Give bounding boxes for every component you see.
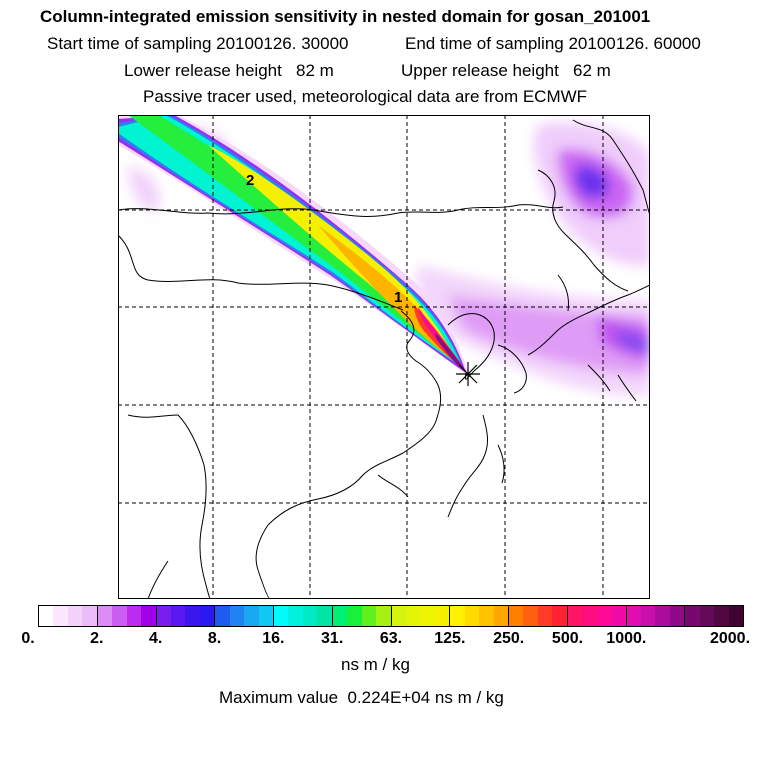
colorbar-segment <box>39 606 98 626</box>
colorbar-swatch <box>376 606 391 626</box>
colorbar-swatch <box>611 606 626 626</box>
colorbar-swatch <box>391 606 406 626</box>
colorbar-swatch <box>67 606 83 626</box>
colorbar-swatch <box>141 606 156 626</box>
colorbar-swatch <box>728 606 743 626</box>
colorbar-swatch <box>215 606 230 626</box>
colorbar-swatch <box>420 606 435 626</box>
colorbar-segment <box>274 606 333 626</box>
colorbar-swatch <box>685 606 700 626</box>
colorbar-tick-label: 4. <box>148 630 163 647</box>
colorbar-swatch <box>434 606 450 626</box>
colorbar-swatch <box>479 606 494 626</box>
maximum-value-label: Maximum value 0.224E+04 ns m / kg <box>219 688 504 707</box>
colorbar-segment <box>332 606 392 626</box>
colorbar-swatch <box>509 606 524 626</box>
colorbar-swatch <box>112 606 127 626</box>
colorbar-swatch <box>582 606 597 626</box>
colorbar-segment <box>509 606 568 626</box>
colorbar-swatch <box>244 606 259 626</box>
colorbar-tick-label: 2. <box>90 630 104 647</box>
colorbar-swatch <box>199 606 215 626</box>
colorbar-swatch <box>97 606 113 626</box>
colorbar-tick-label: 125. <box>434 630 466 647</box>
colorbar-swatch <box>596 606 612 626</box>
colorbar-swatch <box>552 606 567 626</box>
plot-title: Column-integrated emission sensitivity i… <box>40 7 651 26</box>
colorbar-swatch <box>288 606 303 626</box>
colorbar-tick-label: 0. <box>21 630 35 647</box>
colorbar-tick-label: 1000. <box>606 630 647 647</box>
colorbar-swatch <box>39 606 54 626</box>
colorbar-swatch <box>567 606 583 626</box>
colorbar-segment <box>450 606 509 626</box>
colorbar-swatch <box>185 606 200 626</box>
colorbar-segment <box>685 606 743 626</box>
colorbar-swatch <box>156 606 171 626</box>
receptor-star-icon <box>456 362 480 386</box>
colorbar-segment <box>215 606 274 626</box>
colorbar-tick-label: 16. <box>262 630 285 647</box>
colorbar-swatch <box>669 606 685 626</box>
colorbar-swatch <box>537 606 553 626</box>
colorbar-swatch <box>332 606 348 626</box>
colorbar-segment <box>626 606 686 626</box>
upper-release-height: Upper release height 62 m <box>401 61 611 80</box>
colorbar-swatch <box>714 606 729 626</box>
colorbar-swatch <box>493 606 508 626</box>
colorbar-segment <box>391 606 451 626</box>
colorbar-swatch <box>699 606 715 626</box>
colorbar-swatch <box>53 606 68 626</box>
colorbar-swatch <box>464 606 480 626</box>
lower-release-height: Lower release height 82 m <box>124 61 334 80</box>
colorbar-swatch <box>274 606 289 626</box>
colorbar-swatch <box>405 606 421 626</box>
coastlines <box>118 119 650 599</box>
sensitivity-map: 1 2 <box>118 115 650 599</box>
colorbar-tick-label: 2000. <box>709 630 751 647</box>
end-time-label: End time of sampling 20100126. 60000 <box>405 34 701 53</box>
colorbar-segment <box>97 606 157 626</box>
colorbar-segment <box>156 606 216 626</box>
colorbar-swatch <box>302 606 318 626</box>
main-plume <box>118 115 470 377</box>
colorbar-tick-label: 8. <box>207 630 222 647</box>
lat-lon-grid <box>118 115 650 599</box>
colorbar-units: ns m / kg <box>341 655 410 674</box>
colorbar-swatch <box>229 606 245 626</box>
colorbar-swatch <box>626 606 641 626</box>
colorbar-swatch <box>258 606 273 626</box>
map-canvas: 1 2 <box>118 115 650 599</box>
colorbar-swatch <box>361 606 377 626</box>
colorbar-swatch <box>82 606 97 626</box>
point-label-2: 2 <box>246 172 254 189</box>
colorbar-swatch <box>347 606 362 626</box>
colorbar-segment <box>567 606 627 626</box>
colorbar-swatch <box>523 606 538 626</box>
colorbar-swatch <box>640 606 656 626</box>
colorbar-swatch <box>170 606 186 626</box>
colorbar <box>38 605 744 627</box>
colorbar-tick-label: 63. <box>379 630 403 647</box>
colorbar-tick-label: 500. <box>551 630 584 647</box>
colorbar-swatch <box>450 606 465 626</box>
colorbar-swatch <box>317 606 332 626</box>
colorbar-swatch <box>126 606 142 626</box>
colorbar-swatch <box>655 606 670 626</box>
point-label-1: 1 <box>394 289 402 306</box>
tracer-info: Passive tracer used, meteorological data… <box>143 87 588 106</box>
start-time-label: Start time of sampling 20100126. 30000 <box>47 34 349 53</box>
colorbar-tick-label: 250. <box>493 630 525 647</box>
colorbar-tick-label: 31. <box>321 630 344 647</box>
